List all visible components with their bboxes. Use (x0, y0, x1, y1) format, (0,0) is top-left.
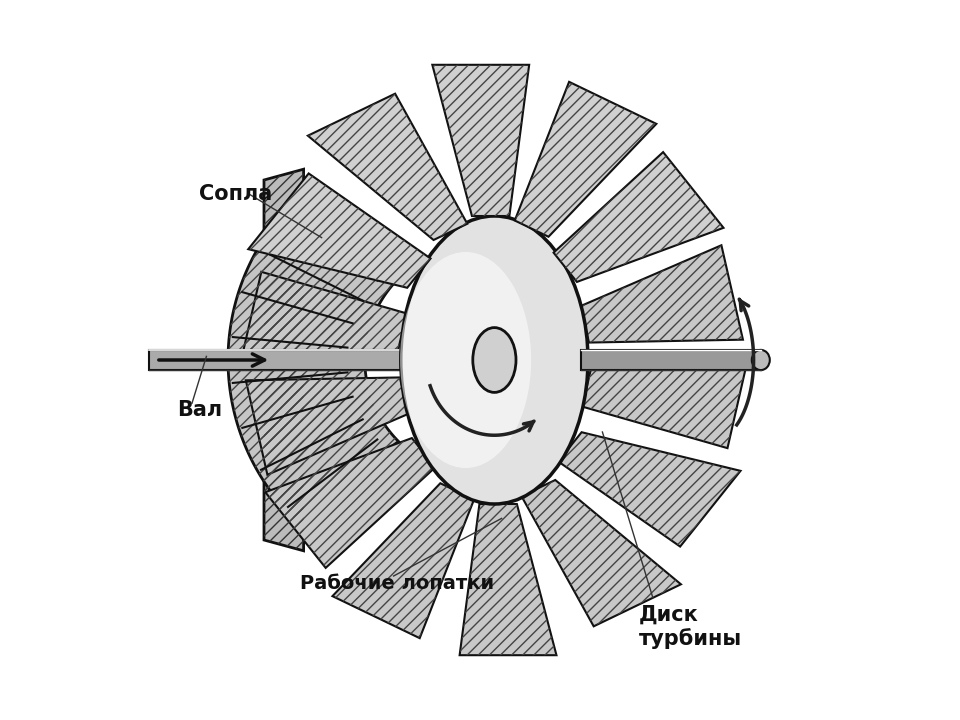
Polygon shape (332, 483, 474, 638)
Polygon shape (264, 169, 303, 551)
Polygon shape (581, 246, 743, 343)
Text: Сопла: Сопла (200, 184, 273, 204)
FancyBboxPatch shape (581, 350, 760, 370)
Text: Диск
турбины: Диск турбины (638, 604, 742, 649)
Polygon shape (583, 354, 749, 448)
Polygon shape (460, 504, 557, 655)
Polygon shape (228, 202, 398, 518)
Ellipse shape (473, 328, 516, 392)
Polygon shape (432, 65, 529, 216)
Polygon shape (246, 377, 408, 474)
Polygon shape (249, 174, 430, 288)
Polygon shape (240, 272, 406, 366)
Polygon shape (308, 94, 468, 240)
Ellipse shape (401, 216, 588, 504)
Polygon shape (515, 82, 657, 237)
Polygon shape (521, 480, 681, 626)
Text: Рабочие лопатки: Рабочие лопатки (300, 574, 494, 593)
Polygon shape (554, 152, 724, 282)
Text: Вал: Вал (178, 400, 223, 420)
Polygon shape (265, 438, 435, 568)
Ellipse shape (400, 252, 531, 468)
Polygon shape (559, 432, 740, 546)
FancyBboxPatch shape (149, 350, 408, 370)
Ellipse shape (752, 350, 770, 370)
